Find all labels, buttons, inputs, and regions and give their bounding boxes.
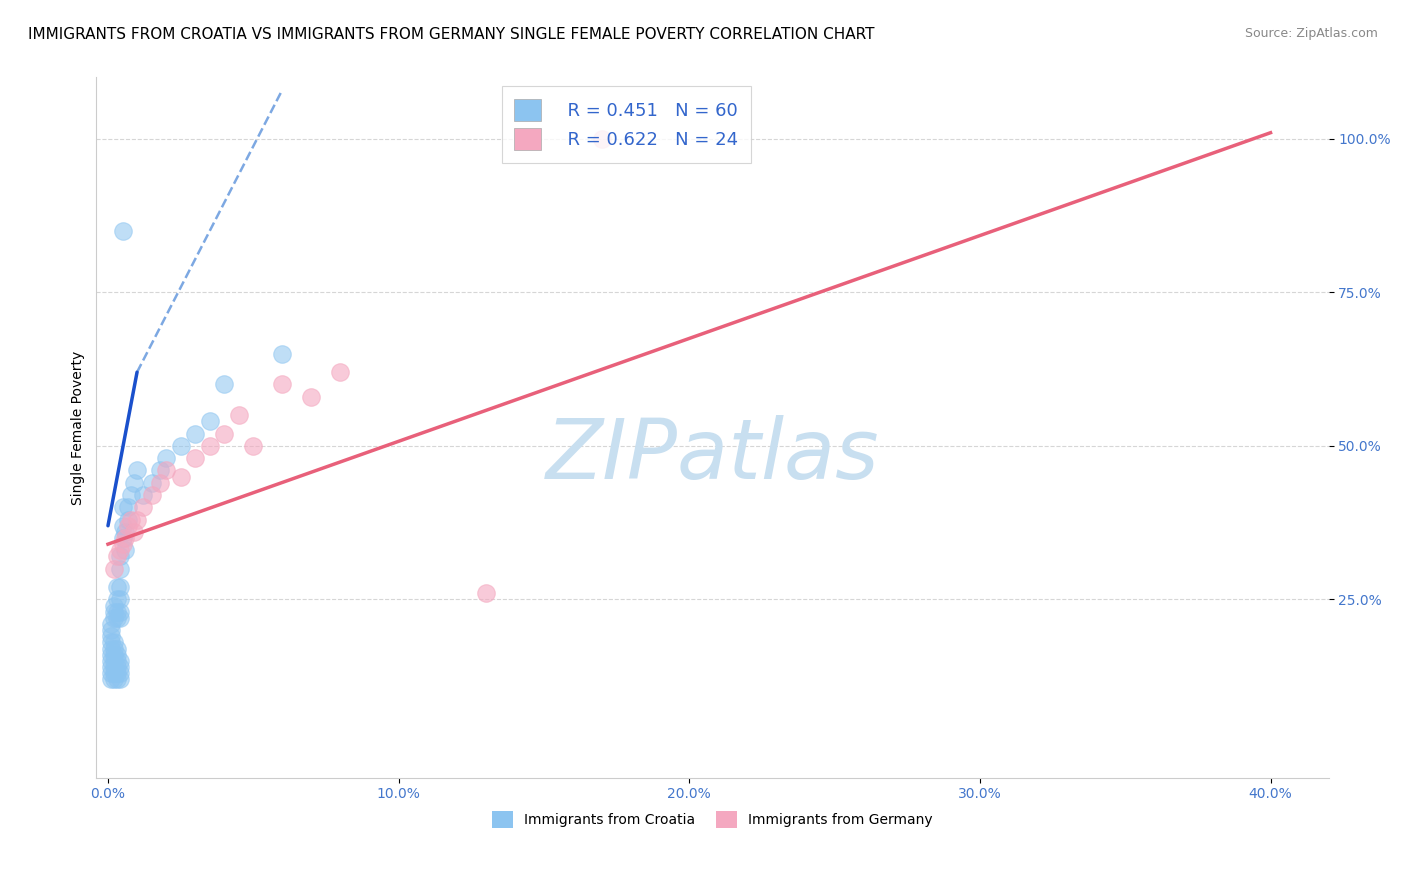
Point xyxy=(103,562,125,576)
Point xyxy=(114,524,136,539)
Point xyxy=(120,488,142,502)
Point xyxy=(198,439,221,453)
Point xyxy=(108,543,131,558)
Point xyxy=(111,500,134,515)
Point xyxy=(108,562,131,576)
Point xyxy=(103,654,125,668)
Point xyxy=(105,654,128,668)
Point xyxy=(212,426,235,441)
Point xyxy=(108,549,131,564)
Point xyxy=(100,654,122,668)
Point xyxy=(103,660,125,674)
Point xyxy=(100,666,122,681)
Point xyxy=(105,611,128,625)
Point xyxy=(108,592,131,607)
Point xyxy=(108,580,131,594)
Point xyxy=(105,580,128,594)
Point xyxy=(105,641,128,656)
Point xyxy=(103,605,125,619)
Point xyxy=(100,641,122,656)
Point xyxy=(591,132,613,146)
Point xyxy=(108,673,131,687)
Text: IMMIGRANTS FROM CROATIA VS IMMIGRANTS FROM GERMANY SINGLE FEMALE POVERTY CORRELA: IMMIGRANTS FROM CROATIA VS IMMIGRANTS FR… xyxy=(28,27,875,42)
Text: ZIPatlas: ZIPatlas xyxy=(546,415,879,496)
Point xyxy=(108,654,131,668)
Point xyxy=(125,513,148,527)
Point xyxy=(108,611,131,625)
Point xyxy=(100,660,122,674)
Point xyxy=(155,463,177,477)
Point xyxy=(198,414,221,428)
Point xyxy=(184,426,207,441)
Point xyxy=(125,463,148,477)
Point xyxy=(132,488,155,502)
Point xyxy=(111,531,134,545)
Point xyxy=(149,463,172,477)
Legend: Immigrants from Croatia, Immigrants from Germany: Immigrants from Croatia, Immigrants from… xyxy=(486,805,938,834)
Point xyxy=(108,660,131,674)
Point xyxy=(105,592,128,607)
Point xyxy=(100,648,122,662)
Point xyxy=(103,673,125,687)
Point xyxy=(122,524,145,539)
Point xyxy=(141,475,163,490)
Point xyxy=(111,518,134,533)
Point xyxy=(108,666,131,681)
Point xyxy=(105,673,128,687)
Point xyxy=(111,224,134,238)
Point xyxy=(103,611,125,625)
Point xyxy=(271,347,294,361)
Point xyxy=(100,629,122,643)
Point xyxy=(100,617,122,632)
Point xyxy=(114,543,136,558)
Point xyxy=(299,390,322,404)
Point xyxy=(100,635,122,649)
Point xyxy=(103,648,125,662)
Point xyxy=(103,666,125,681)
Point xyxy=(100,623,122,637)
Point xyxy=(141,488,163,502)
Point xyxy=(111,537,134,551)
Text: Source: ZipAtlas.com: Source: ZipAtlas.com xyxy=(1244,27,1378,40)
Point xyxy=(169,469,191,483)
Point xyxy=(117,513,139,527)
Point xyxy=(103,635,125,649)
Point xyxy=(105,666,128,681)
Point xyxy=(228,408,250,422)
Point xyxy=(169,439,191,453)
Point xyxy=(122,475,145,490)
Point xyxy=(117,500,139,515)
Point xyxy=(108,605,131,619)
Point xyxy=(212,377,235,392)
Point xyxy=(105,605,128,619)
Point xyxy=(155,451,177,466)
Point xyxy=(105,660,128,674)
Point xyxy=(132,500,155,515)
Point xyxy=(100,673,122,687)
Point xyxy=(103,599,125,613)
Point xyxy=(475,586,498,600)
Point xyxy=(114,531,136,545)
Point xyxy=(184,451,207,466)
Point xyxy=(103,641,125,656)
Point xyxy=(149,475,172,490)
Point xyxy=(117,518,139,533)
Point xyxy=(242,439,264,453)
Y-axis label: Single Female Poverty: Single Female Poverty xyxy=(72,351,86,505)
Point xyxy=(271,377,294,392)
Point xyxy=(329,365,352,379)
Point xyxy=(105,549,128,564)
Point xyxy=(120,513,142,527)
Point xyxy=(105,648,128,662)
